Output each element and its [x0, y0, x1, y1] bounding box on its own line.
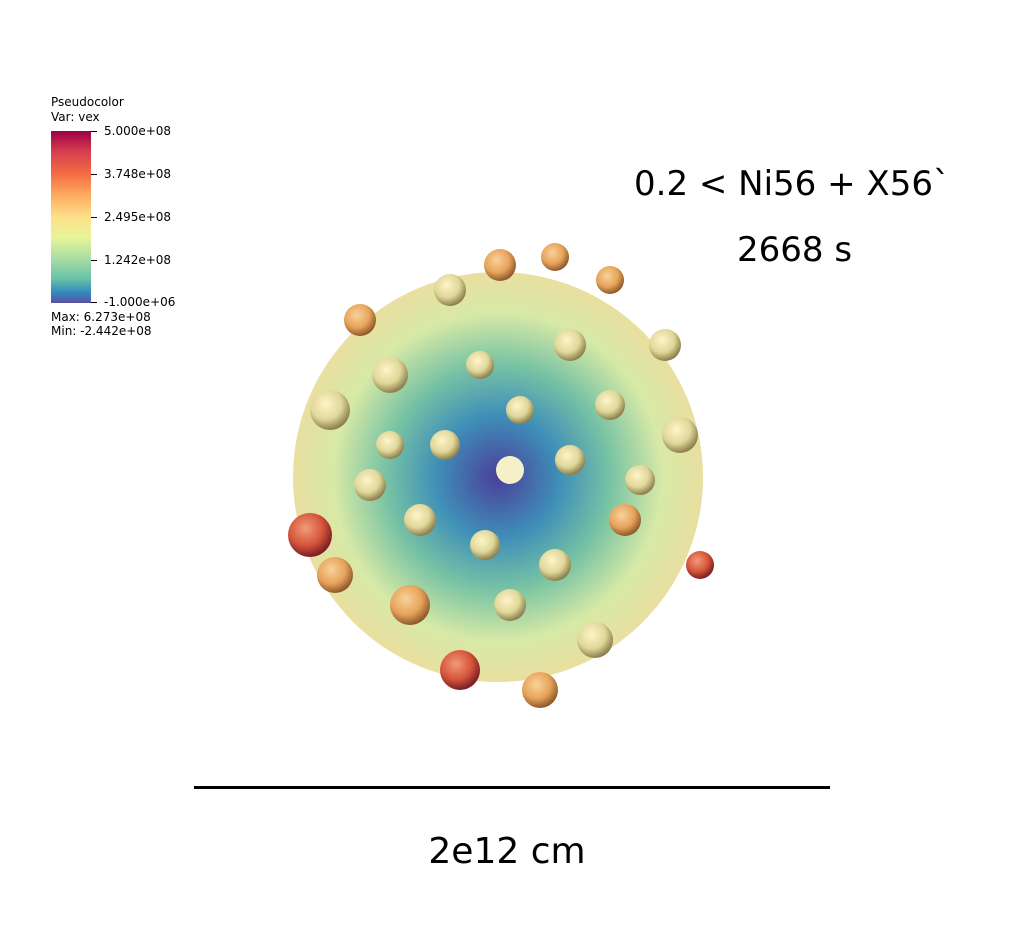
legend-min: Min: -2.442e+08 — [51, 324, 152, 338]
legend-max: Max: 6.273e+08 — [51, 310, 151, 324]
colorbar-tick-label: 3.748e+08 — [104, 167, 172, 181]
colorbar-tick — [91, 131, 97, 132]
isosurface-plumes — [288, 243, 714, 708]
condition-annotation: 0.2 < Ni56 + X56` — [634, 164, 950, 204]
colorbar-tick-label: 2.495e+08 — [104, 210, 172, 224]
scale-bar — [194, 786, 830, 789]
colorbar-tick — [91, 174, 97, 175]
time-annotation: 2668 s — [737, 230, 853, 270]
isosurface-render — [288, 243, 714, 708]
colorbar — [51, 131, 91, 303]
colorbar-legend: Pseudocolor Var: vex 5.000e+08 3.748e+08… — [51, 95, 211, 345]
colorbar-tick-label: 1.242e+08 — [104, 253, 172, 267]
colorbar-tick — [91, 260, 97, 261]
colorbar-tick-label: 5.000e+08 — [104, 124, 172, 138]
legend-variable: Var: vex — [51, 110, 100, 124]
legend-title: Pseudocolor — [51, 95, 124, 109]
scale-bar-label: 2e12 cm — [428, 831, 586, 872]
colorbar-tick-label: -1.000e+06 — [104, 295, 176, 309]
colorbar-tick — [91, 217, 97, 218]
colorbar-tick — [91, 302, 97, 303]
